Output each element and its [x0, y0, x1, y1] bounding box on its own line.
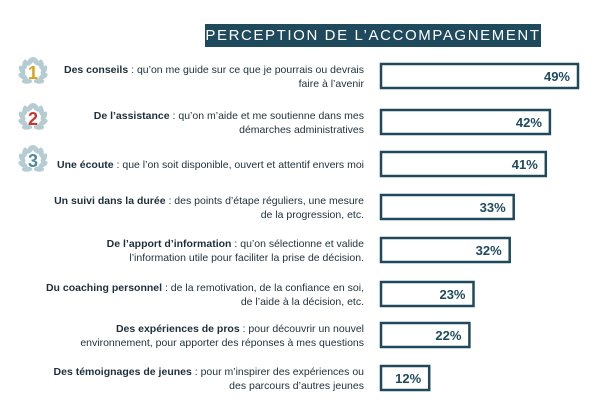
bar-label: Un suivi dans la durée : des points d’ét…: [54, 195, 364, 207]
bar-label-description: : pour découvrir un nouvel: [240, 323, 364, 335]
rank-number: 2: [28, 109, 38, 129]
bar-label-line2: l’information utile pour faciliter la pr…: [129, 252, 364, 264]
bar-label-bold: Des témoignages de jeunes: [54, 366, 192, 378]
data-label: 33%: [480, 200, 506, 215]
data-label: 23%: [439, 287, 465, 302]
bar-label-line2: de l’aide à la décision, etc.: [241, 296, 364, 308]
laurel-leaf: [22, 59, 28, 70]
bar-label: Des témoignages de jeunes : pour m’inspi…: [54, 366, 365, 378]
bar: [379, 236, 511, 264]
bar-label-description: : des points d’étape réguliers, une mesu…: [166, 195, 365, 207]
bar-label-bold: Un suivi dans la durée: [54, 195, 166, 207]
bar: [379, 62, 580, 90]
laurel-leaf: [21, 124, 33, 130]
bar-label-description: : qu’on m’aide et me soutienne dans mes: [170, 110, 364, 122]
laurel-leaf: [18, 119, 28, 126]
laurel-icon: 2: [18, 103, 48, 130]
laurel-leaf: [40, 65, 48, 76]
laurel-leaf: [31, 145, 40, 154]
bar-label-line2: des parcours d’autres jeunes: [229, 380, 364, 392]
laurel-leaf: [38, 161, 48, 168]
laurel-leaf: [18, 161, 28, 168]
bar-label-description: : qu’on me guide sur ce que je pourrais …: [128, 64, 364, 76]
laurel-leaf: [22, 105, 28, 116]
bar: [379, 280, 475, 308]
bar-label: Une écoute : que l’on soit disponible, o…: [57, 159, 364, 171]
laurel-leaf: [18, 111, 26, 122]
bar-label-description: : qu’on sélectionne et valide: [231, 238, 364, 250]
bar: [379, 108, 552, 136]
laurel-leaf: [18, 153, 26, 164]
data-label: 32%: [476, 243, 502, 258]
laurel-leaf: [31, 103, 40, 112]
bar-label-bold: De l’apport d’information: [107, 238, 232, 250]
bar-label-bold: Des conseils: [64, 64, 128, 76]
data-label: 49%: [544, 69, 570, 84]
laurel-leaf: [33, 78, 45, 84]
laurel-leaf: [31, 57, 40, 66]
rank-number: 3: [28, 151, 38, 171]
chart-title: PERCEPTION DE L’ACCOMPAGNEMENT: [205, 27, 541, 44]
laurel-leaf: [18, 73, 28, 80]
laurel-leaf: [33, 166, 45, 172]
bar-label-line2: démarches administratives: [239, 124, 364, 136]
bar-label: De l’assistance : qu’on m’aide et me sou…: [94, 110, 364, 122]
bar-label-bold: Du coaching personnel: [46, 282, 162, 294]
bar-label-bold: De l’assistance: [94, 110, 170, 122]
laurel-leaf: [21, 166, 33, 172]
bar-label-line2: environnement, pour apporter des réponse…: [80, 337, 364, 349]
data-label: 42%: [516, 115, 542, 130]
rank-number: 1: [28, 63, 38, 83]
bar: [379, 321, 471, 349]
laurel-leaf: [18, 65, 26, 76]
laurel-leaf: [22, 147, 28, 158]
bar-label: De l’apport d’information : qu’on sélect…: [107, 238, 365, 250]
bar-label-bold: Des expériences de pros: [116, 323, 240, 335]
bar-label-description: : de la remotivation, de la confiance en…: [162, 282, 364, 294]
bar: [379, 193, 515, 221]
laurel-leaf: [33, 124, 45, 130]
laurel-leaf: [38, 73, 48, 80]
laurel-leaf: [38, 147, 44, 158]
bar: [379, 150, 548, 178]
bar: [379, 364, 431, 392]
bar-label: Des expériences de pros : pour découvrir…: [116, 323, 364, 335]
laurel-icon: 1: [18, 57, 48, 84]
laurel-leaf: [40, 153, 48, 164]
laurel-leaf: [38, 59, 44, 70]
bar-label: Des conseils : qu’on me guide sur ce que…: [64, 64, 364, 76]
laurel-icon: 3: [18, 145, 48, 172]
laurel-leaf: [40, 111, 48, 122]
bar-label-line2: faire à l’avenir: [299, 78, 365, 90]
bar-label-description: : que l’on soit disponible, ouvert et at…: [114, 159, 364, 171]
bar-label-description: : pour m’inspirer des expériences ou: [192, 366, 364, 378]
bar-label: Du coaching personnel : de la remotivati…: [46, 282, 364, 294]
laurel-leaf: [21, 78, 33, 84]
laurel-leaf: [38, 119, 48, 126]
bar-label-bold: Une écoute: [57, 159, 114, 171]
chart-title-box: PERCEPTION DE L’ACCOMPAGNEMENT: [205, 24, 541, 47]
bar-label-line2: de la progression, etc.: [261, 209, 364, 221]
laurel-leaf: [38, 105, 44, 116]
data-label: 41%: [512, 157, 538, 172]
data-label: 12%: [395, 371, 421, 386]
data-label: 22%: [435, 328, 461, 343]
